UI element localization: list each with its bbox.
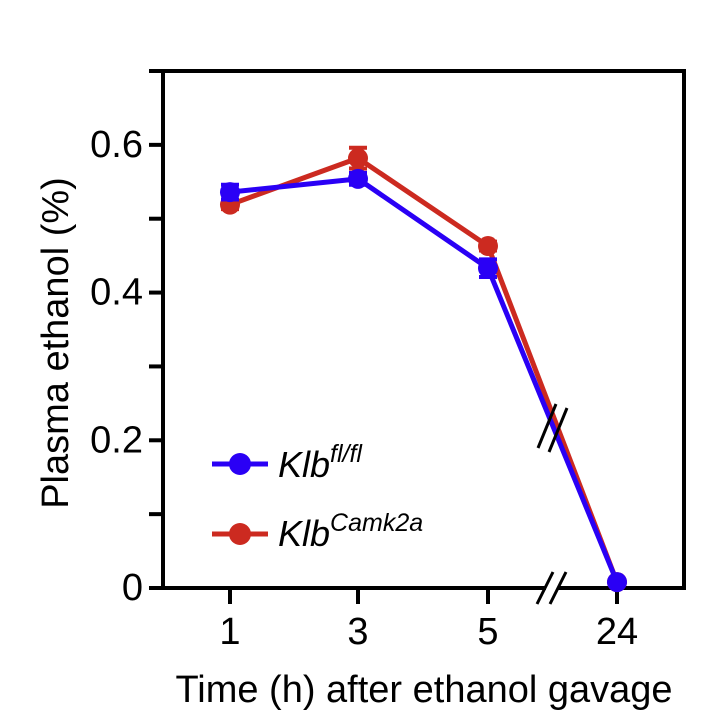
legend-entry-klb-camk2a: KlbCamk2a: [212, 509, 423, 554]
y-axis: 0 0.2 0.4 0.6: [90, 69, 163, 609]
x-axis-title: Time (h) after ethanol gavage: [175, 669, 672, 711]
series-line-klb-fl-fl: [229, 176, 620, 584]
data-point: [348, 148, 368, 169]
data-point: [478, 258, 498, 279]
legend-label-klb-fl-fl: Klbfl/fl: [278, 440, 363, 485]
data-point: [607, 572, 627, 593]
series-klb-fl-fl: [220, 168, 627, 593]
legend-marker-klb-camk2a: [229, 523, 251, 545]
legend-marker-klb-fl-fl: [229, 453, 251, 475]
x-tick-label: 24: [596, 611, 638, 653]
y-tick-label: 0: [122, 567, 143, 609]
data-point: [348, 168, 368, 189]
axis-break-mark: [535, 571, 568, 605]
y-axis-title: Plasma ethanol (%): [35, 177, 77, 509]
legend-label-klb-camk2a: KlbCamk2a: [278, 509, 423, 554]
x-axis: 1 3 5 24: [219, 588, 638, 653]
data-point: [220, 182, 240, 203]
y-tick-label: 0.6: [90, 124, 143, 166]
y-tick-label: 0.4: [90, 272, 143, 314]
line-break-mark: [536, 403, 569, 453]
x-tick-label: 5: [477, 611, 498, 653]
y-tick-label: 0.2: [90, 419, 143, 461]
legend: Klbfl/fl KlbCamk2a: [212, 440, 423, 554]
data-point: [478, 236, 498, 257]
x-tick-label: 1: [219, 611, 240, 653]
legend-entry-klb-fl-fl: Klbfl/fl: [212, 440, 363, 485]
plot-frame: [161, 69, 686, 590]
x-tick-label: 3: [347, 611, 368, 653]
